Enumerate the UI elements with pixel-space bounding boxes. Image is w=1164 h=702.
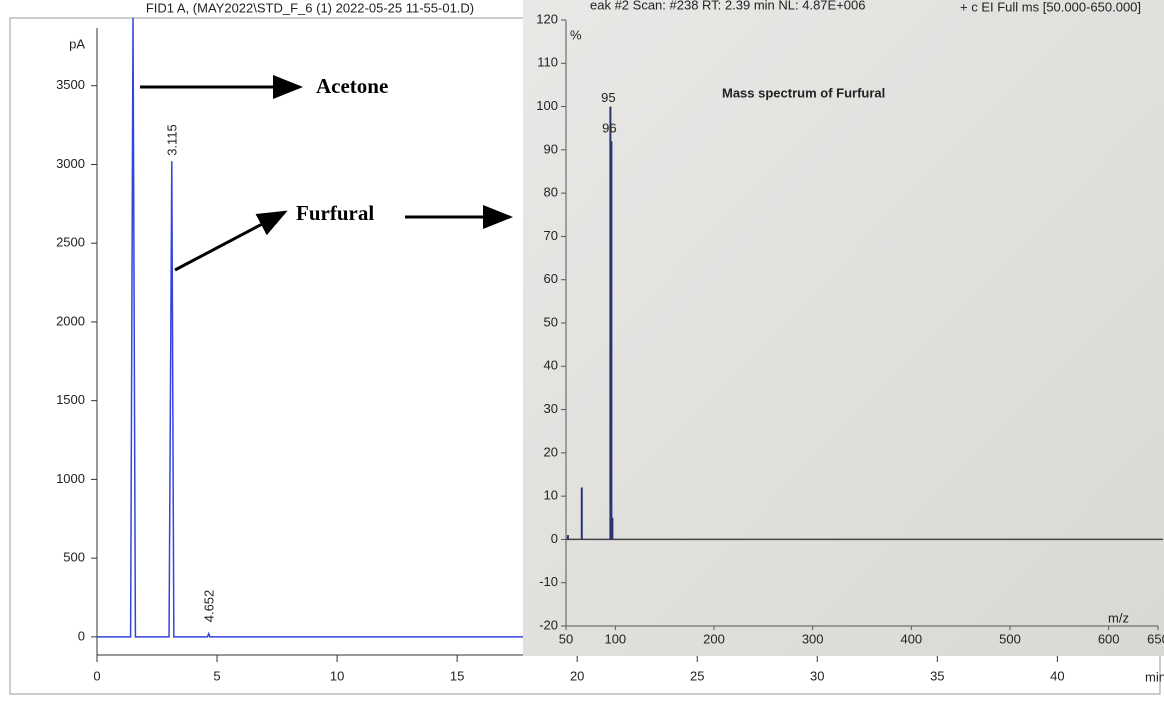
y-axis-label: pA bbox=[69, 36, 85, 51]
y-tick-label: 1000 bbox=[56, 471, 85, 486]
y-tick-label: -10 bbox=[539, 574, 558, 589]
spectrum-header: eak #2 Scan: #238 RT: 2.39 min NL: 4.87E… bbox=[590, 0, 865, 12]
x-tick-label: 650 bbox=[1147, 631, 1164, 646]
chart-title: FID1 A, (MAY2022\STD_F_6 (1) 2022-05-25 … bbox=[146, 0, 474, 15]
x-tick-label: 600 bbox=[1098, 631, 1120, 646]
x-tick-label: 200 bbox=[703, 631, 725, 646]
y-tick-label: 30 bbox=[544, 401, 558, 416]
y-tick-label: 110 bbox=[537, 55, 558, 70]
x-tick-label: 100 bbox=[604, 631, 626, 646]
y-tick-label: 0 bbox=[551, 531, 558, 546]
figure: FID1 A, (MAY2022\STD_F_6 (1) 2022-05-25 … bbox=[0, 0, 1164, 702]
y-tick-label: -20 bbox=[539, 617, 558, 632]
y-tick-label: 3000 bbox=[56, 156, 85, 171]
y-tick-label: 60 bbox=[544, 271, 558, 286]
y-tick-label: 20 bbox=[544, 444, 558, 459]
x-tick-label: 300 bbox=[802, 631, 824, 646]
x-tick-label: 40 bbox=[1050, 668, 1064, 683]
y-tick-label: 40 bbox=[544, 358, 558, 373]
y-tick-label: 80 bbox=[544, 185, 558, 200]
x-axis-label: min bbox=[1145, 669, 1164, 684]
page: {"chart_data": [ {"type": "line", "title… bbox=[0, 0, 1164, 702]
arrow bbox=[175, 212, 285, 270]
x-axis-label: m/z bbox=[1108, 610, 1129, 625]
x-tick-label: 50 bbox=[559, 631, 573, 646]
peak-label: 95 bbox=[601, 90, 615, 105]
y-tick-label: 70 bbox=[544, 228, 558, 243]
x-tick-label: 0 bbox=[93, 668, 100, 683]
x-tick-label: 30 bbox=[810, 668, 824, 683]
chart-title: Mass spectrum of Furfural bbox=[722, 85, 885, 100]
y-tick-label: 90 bbox=[544, 141, 558, 156]
annotation: Furfural bbox=[296, 201, 374, 225]
x-tick-label: 25 bbox=[690, 668, 704, 683]
y-axis-label: % bbox=[570, 27, 582, 42]
annotation: Acetone bbox=[316, 74, 388, 98]
x-tick-label: 20 bbox=[570, 668, 584, 683]
y-tick-label: 120 bbox=[536, 11, 558, 26]
y-tick-label: 500 bbox=[63, 550, 85, 565]
peak-label: 4.652 bbox=[201, 590, 216, 623]
peak-label: 96 bbox=[602, 121, 616, 136]
y-tick-label: 2000 bbox=[56, 313, 85, 328]
y-tick-label: 50 bbox=[544, 314, 558, 329]
y-tick-label: 1500 bbox=[56, 392, 85, 407]
x-tick-label: 15 bbox=[450, 668, 464, 683]
x-tick-label: 500 bbox=[999, 631, 1021, 646]
x-tick-label: 5 bbox=[213, 668, 220, 683]
x-tick-label: 400 bbox=[900, 631, 922, 646]
y-tick-label: 0 bbox=[78, 628, 85, 643]
x-tick-label: 35 bbox=[930, 668, 944, 683]
y-tick-label: 3500 bbox=[56, 77, 85, 92]
peak-label: 3.115 bbox=[164, 124, 179, 156]
y-tick-label: 100 bbox=[536, 98, 558, 113]
y-tick-label: 10 bbox=[544, 488, 558, 503]
x-tick-label: 10 bbox=[330, 668, 344, 683]
y-tick-label: 2500 bbox=[56, 235, 85, 250]
spectrum-header-right: + c EI Full ms [50.000-650.000] bbox=[960, 0, 1141, 14]
